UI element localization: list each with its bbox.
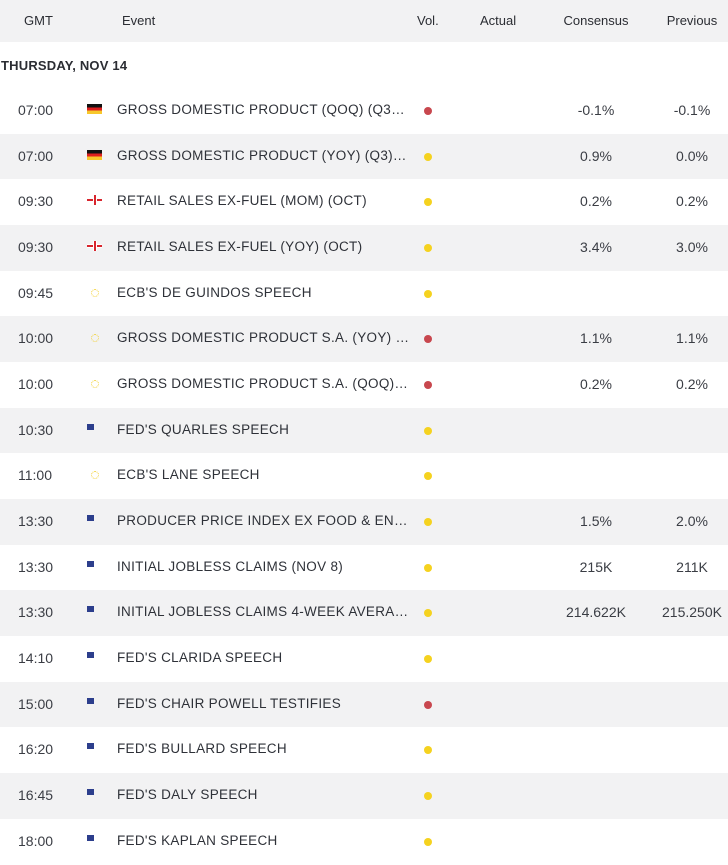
event-title[interactable]: INITIAL JOBLESS CLAIMS (NOV 8) [117, 559, 344, 574]
event-title[interactable]: INITIAL JOBLESS CLAIMS 4-WEEK AVERA… [117, 604, 409, 619]
event-title[interactable]: RETAIL SALES EX-FUEL (MOM) (OCT) [117, 193, 367, 208]
event-time: 18:00 [18, 833, 54, 849]
consensus-value: 0.9% [580, 148, 612, 164]
previous-value: 0.2% [676, 193, 708, 209]
column-header-gmt[interactable]: GMT [24, 13, 53, 28]
consensus-value: 215K [579, 559, 613, 575]
event-time: 11:00 [18, 467, 52, 483]
consensus-value: 214.622K [566, 604, 626, 620]
event-time: 16:20 [18, 741, 54, 757]
table-row[interactable]: 07:00 GROSS DOMESTIC PRODUCT (YOY) (Q3)P…… [0, 134, 728, 179]
previous-value: 3.0% [676, 239, 708, 255]
column-header-event[interactable]: Event [122, 13, 156, 28]
volatility-dot-icon [424, 564, 432, 572]
table-row[interactable]: 16:45 FED'S DALY SPEECH [0, 773, 728, 819]
volatility-dot-icon [424, 153, 432, 161]
volatility-dot-icon [424, 701, 432, 709]
table-row[interactable]: 18:00 FED'S KAPLAN SPEECH [0, 819, 728, 865]
column-header-actual[interactable]: Actual [480, 13, 517, 28]
volatility-dot-icon [424, 244, 432, 252]
column-header-previous[interactable]: Previous [666, 13, 718, 28]
event-title[interactable]: FED'S KAPLAN SPEECH [117, 833, 278, 848]
event-time: 10:30 [18, 422, 54, 438]
event-title[interactable]: GROSS DOMESTIC PRODUCT (QOQ) (Q3)P… [117, 102, 409, 117]
day-heading: THURSDAY, NOV 14 [0, 42, 728, 88]
table-row[interactable]: 13:30 PRODUCER PRICE INDEX EX FOOD & ENE…… [0, 499, 728, 545]
event-title[interactable]: GROSS DOMESTIC PRODUCT (YOY) (Q3)P… [117, 148, 409, 163]
event-title[interactable]: GROSS DOMESTIC PRODUCT S.A. (YOY) (… [117, 330, 409, 345]
table-row[interactable]: 09:30 RETAIL SALES EX-FUEL (YOY) (OCT) 3.4… [0, 225, 728, 271]
table-row[interactable]: 10:00 GROSS DOMESTIC PRODUCT S.A. (QOQ) (… [0, 362, 728, 408]
volatility-dot-icon [424, 655, 432, 663]
event-title[interactable]: RETAIL SALES EX-FUEL (YOY) (OCT) [117, 239, 363, 254]
event-time: 13:30 [18, 604, 54, 620]
volatility-dot-icon [424, 427, 432, 435]
volatility-dot-icon [424, 838, 432, 846]
germany-flag-icon [87, 104, 102, 114]
event-time: 07:00 [18, 148, 54, 164]
previous-value: 0.0% [676, 148, 708, 164]
volatility-dot-icon [424, 107, 432, 115]
event-time: 09:45 [18, 285, 54, 301]
event-title[interactable]: FED'S DALY SPEECH [117, 787, 258, 802]
event-time: 09:30 [18, 239, 54, 255]
consensus-value: 0.2% [580, 193, 612, 209]
previous-value: 211K [676, 559, 708, 575]
event-time: 16:45 [18, 787, 54, 803]
previous-value: 0.2% [676, 376, 708, 392]
previous-value: -0.1% [673, 102, 711, 118]
previous-value: 215.250K [662, 604, 722, 620]
previous-value: 1.1% [676, 330, 708, 346]
event-time: 14:10 [18, 650, 54, 666]
volatility-dot-icon [424, 792, 432, 800]
table-row[interactable]: 07:00 GROSS DOMESTIC PRODUCT (QOQ) (Q3)P…… [0, 88, 728, 134]
consensus-value: 1.5% [580, 513, 612, 529]
table-row[interactable]: 13:30 INITIAL JOBLESS CLAIMS 4-WEEK AVERA… [0, 590, 728, 636]
table-row[interactable]: 16:20 FED'S BULLARD SPEECH [0, 727, 728, 773]
table-row[interactable]: 09:30 RETAIL SALES EX-FUEL (MOM) (OCT) 0.2… [0, 179, 728, 225]
event-time: 15:00 [18, 696, 54, 712]
event-time: 10:00 [18, 330, 54, 346]
volatility-dot-icon [424, 381, 432, 389]
previous-value: 2.0% [676, 513, 708, 529]
event-title[interactable]: PRODUCER PRICE INDEX EX FOOD & ENE… [117, 513, 409, 528]
table-row[interactable]: 14:10 FED'S CLARIDA SPEECH [0, 636, 728, 682]
event-title[interactable]: ECB'S LANE SPEECH [117, 467, 260, 482]
consensus-value: 3.4% [580, 239, 612, 255]
table-row[interactable]: 11:00 ECB'S LANE SPEECH [0, 453, 728, 499]
consensus-value: 1.1% [580, 330, 612, 346]
event-title[interactable]: ECB'S DE GUINDOS SPEECH [117, 285, 312, 300]
germany-flag-icon [87, 150, 102, 160]
volatility-dot-icon [424, 472, 432, 480]
event-title[interactable]: FED'S CHAIR POWELL TESTIFIES [117, 696, 342, 711]
volatility-dot-icon [424, 290, 432, 298]
table-row[interactable]: 13:30 INITIAL JOBLESS CLAIMS (NOV 8) 215K 2… [0, 545, 728, 590]
consensus-value: 0.2% [580, 376, 612, 392]
event-time: 07:00 [18, 102, 54, 118]
table-row[interactable]: 10:00 GROSS DOMESTIC PRODUCT S.A. (YOY) (… [0, 316, 728, 362]
day-label: THURSDAY, NOV 14 [1, 58, 128, 73]
table-row[interactable]: 09:45 ECB'S DE GUINDOS SPEECH [0, 271, 728, 316]
event-title[interactable]: FED'S QUARLES SPEECH [117, 422, 290, 437]
volatility-dot-icon [424, 335, 432, 343]
volatility-dot-icon [424, 198, 432, 206]
volatility-dot-icon [424, 609, 432, 617]
column-header-vol[interactable]: Vol. [417, 13, 439, 28]
event-time: 10:00 [18, 376, 54, 392]
event-list: 07:00 GROSS DOMESTIC PRODUCT (QOQ) (Q3)P…… [0, 88, 728, 865]
volatility-dot-icon [424, 518, 432, 526]
column-header-consensus[interactable]: Consensus [563, 13, 629, 28]
table-row[interactable]: 15:00 FED'S CHAIR POWELL TESTIFIES [0, 682, 728, 727]
event-title[interactable]: FED'S CLARIDA SPEECH [117, 650, 283, 665]
event-time: 13:30 [18, 559, 54, 575]
event-time: 13:30 [18, 513, 54, 529]
event-title[interactable]: FED'S BULLARD SPEECH [117, 741, 287, 756]
event-title[interactable]: GROSS DOMESTIC PRODUCT S.A. (QOQ) (… [117, 376, 409, 391]
table-header: GMT Event Vol. Actual Consensus Previous [0, 0, 728, 42]
consensus-value: -0.1% [577, 102, 615, 118]
volatility-dot-icon [424, 746, 432, 754]
event-time: 09:30 [18, 193, 54, 209]
table-row[interactable]: 10:30 FED'S QUARLES SPEECH [0, 408, 728, 453]
